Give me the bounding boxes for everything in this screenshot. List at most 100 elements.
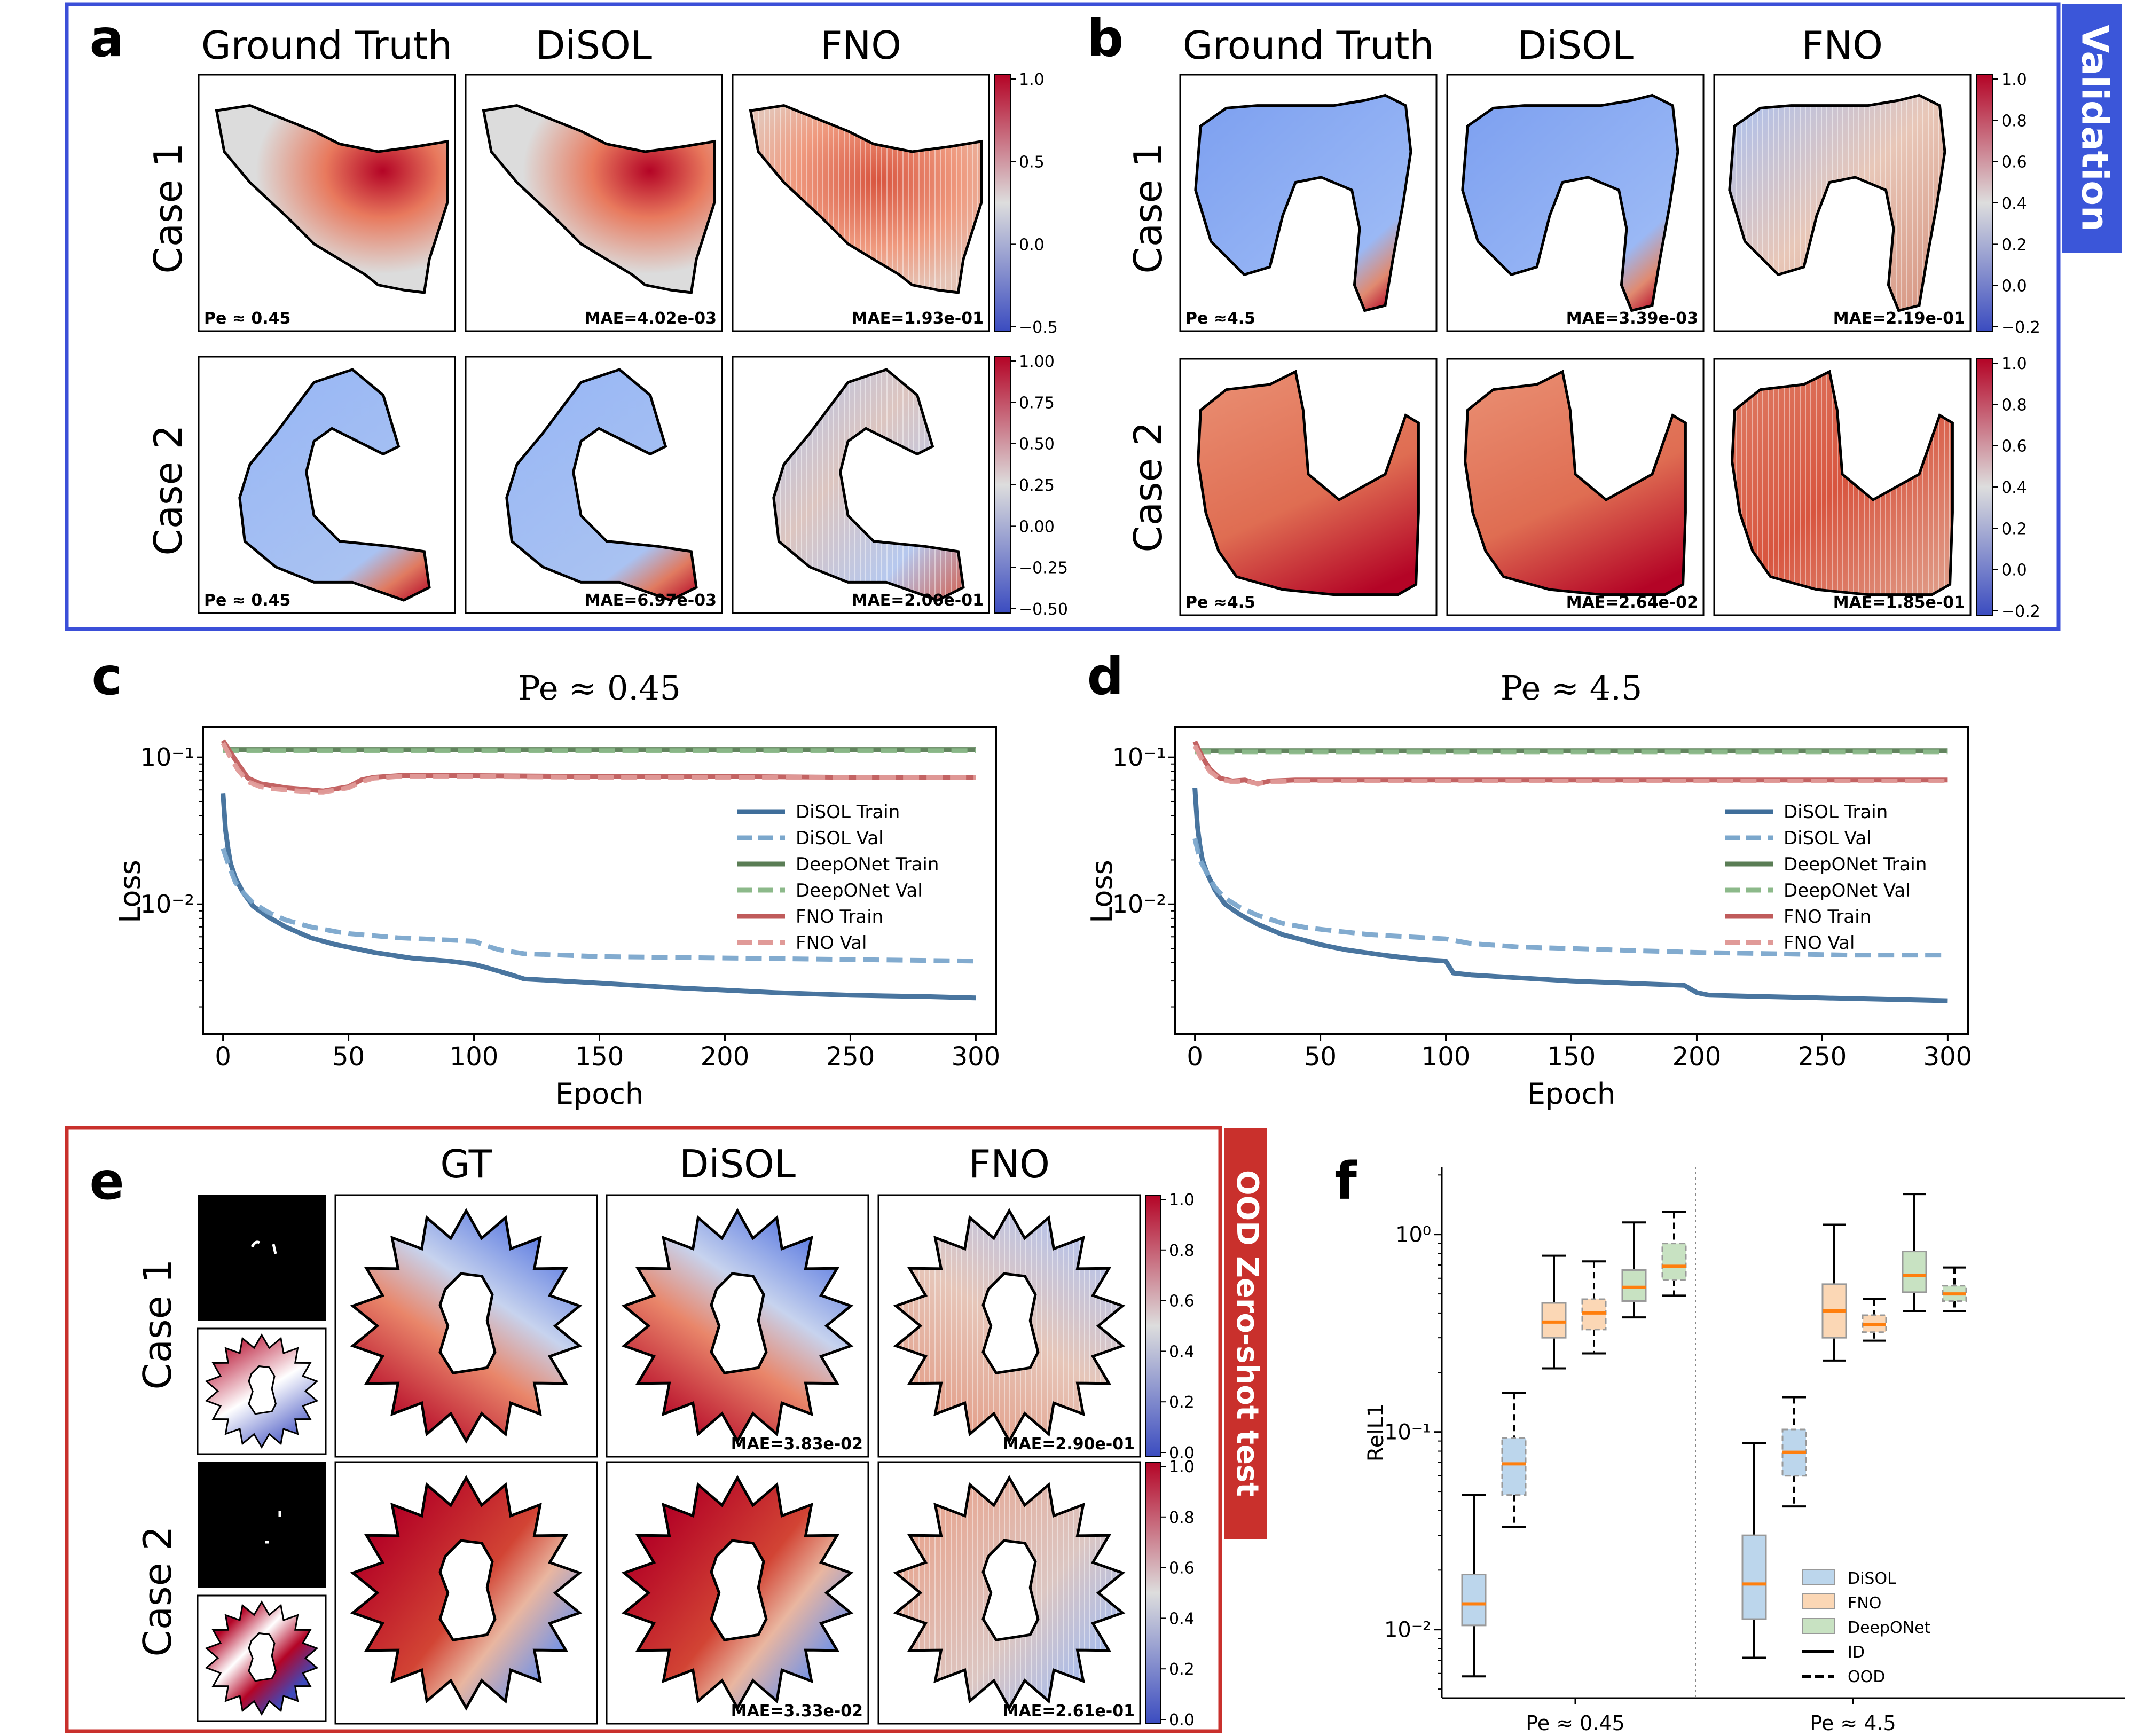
colorbar-tick-label: 0.0 bbox=[2001, 277, 2027, 296]
colorbar-tick-label: 0.00 bbox=[1019, 517, 1055, 536]
thumb-field bbox=[206, 1602, 317, 1714]
legend-swatch bbox=[1802, 1593, 1835, 1609]
x-tick-label: 300 bbox=[1923, 1042, 1973, 1072]
field bbox=[239, 370, 429, 600]
chart-title: Pe ≈ 0.45 bbox=[518, 669, 681, 708]
x-tick-label: 200 bbox=[701, 1042, 750, 1072]
field bbox=[352, 1211, 580, 1441]
e-case1-gt bbox=[334, 1194, 598, 1458]
row-label-e-case1: Case 1 bbox=[135, 1259, 180, 1390]
x-tick-label: 100 bbox=[1422, 1042, 1471, 1072]
outer-boundary bbox=[621, 1208, 854, 1444]
source-mask bbox=[198, 1195, 326, 1321]
legend-swatch bbox=[1802, 1569, 1835, 1585]
panel-letter-b: b bbox=[1087, 9, 1124, 68]
x-tick-label: 250 bbox=[826, 1042, 875, 1072]
validation-tag-text: Validation bbox=[2073, 25, 2115, 232]
b-case1-disol bbox=[1446, 74, 1705, 332]
b-colorbar-2: 1.0 0.8 0.6 0.4 0.2 0.0 −0.2 bbox=[1976, 355, 2040, 621]
box-deeponet-id bbox=[1621, 1269, 1647, 1302]
colorbar-tick-label: 0.50 bbox=[1019, 435, 1055, 454]
pe-label: Pe ≈4.5 bbox=[1185, 309, 1255, 328]
domain-boundary bbox=[238, 368, 431, 602]
e-colorbar-1: 1.0 0.8 0.6 0.4 0.2 0.0 bbox=[1145, 1191, 1195, 1463]
colorbar-tick-label: −0.5 bbox=[1019, 318, 1058, 337]
row-label-b-case2: Case 2 bbox=[1126, 422, 1171, 553]
panel-letter-f: f bbox=[1334, 1151, 1357, 1211]
inner-boundary bbox=[710, 1272, 768, 1374]
colorbar-tick-label: 0.0 bbox=[1169, 1711, 1195, 1730]
fno-artifact-stripes bbox=[750, 105, 981, 293]
y-tick-label: 10⁻² bbox=[140, 890, 194, 918]
ood-frame bbox=[65, 1126, 1222, 1733]
colorbar-tick-label: 0.0 bbox=[1169, 1444, 1195, 1463]
colorbar-tick-label: −0.50 bbox=[1019, 600, 1068, 619]
mae-label: MAE=4.02e-03 bbox=[585, 309, 717, 328]
colorbar-tick-label: 0.8 bbox=[1169, 1509, 1195, 1527]
x-axis-label: Epoch bbox=[555, 1077, 643, 1111]
col-title-e: DiSOL bbox=[679, 1142, 796, 1187]
mae-label: MAE=1.85e-01 bbox=[1833, 593, 1965, 612]
fno-artifact-stripes bbox=[896, 1478, 1123, 1708]
x-tick-label: Pe ≈ 4.5 bbox=[1810, 1711, 1896, 1735]
panel-letter-c: c bbox=[92, 647, 122, 706]
x-tick-label: 50 bbox=[332, 1042, 365, 1072]
inner-boundary bbox=[981, 1272, 1040, 1374]
box-disol-id bbox=[1461, 1574, 1487, 1627]
colorbar-tick-label: 0.6 bbox=[2001, 153, 2027, 172]
mask-marks bbox=[265, 1511, 281, 1544]
colorbar-tick-label: 0.8 bbox=[2001, 112, 2027, 130]
y-tick-label: 10⁻¹ bbox=[1384, 1420, 1431, 1445]
a-case1-gt bbox=[198, 74, 456, 332]
colorbar-tick-label: 1.0 bbox=[1169, 1458, 1195, 1476]
inner-boundary bbox=[438, 1539, 497, 1641]
colorbar-tick-label: 0.25 bbox=[1019, 476, 1055, 495]
row-label-a-case2: Case 2 bbox=[146, 425, 191, 556]
colorbar-tick-label: 0.5 bbox=[1019, 153, 1045, 172]
colorbar-tick-label: 0.6 bbox=[1169, 1292, 1195, 1311]
legend-label: DeepONet Val bbox=[1784, 880, 1911, 901]
colorbar-tick-label: −0.2 bbox=[2001, 318, 2040, 337]
thumb-boundary bbox=[205, 1600, 319, 1716]
x-tick-label: 150 bbox=[575, 1042, 624, 1072]
colorbar-tick-label: 0.8 bbox=[2001, 396, 2027, 414]
colorbar-tick-label: 1.0 bbox=[1169, 1191, 1195, 1209]
thumb-boundary bbox=[205, 1333, 319, 1449]
x-axis-label: Epoch bbox=[1527, 1077, 1615, 1111]
colorbar-tick-label: 1.0 bbox=[2001, 70, 2027, 89]
outer-boundary bbox=[621, 1475, 854, 1711]
colorbar-gradient bbox=[1145, 1462, 1161, 1724]
e-case2-disol bbox=[606, 1461, 869, 1725]
colorbar-gradient bbox=[994, 356, 1011, 614]
mae-label: MAE=2.64e-02 bbox=[1566, 593, 1698, 612]
e-case1-fno bbox=[877, 1194, 1141, 1458]
e-thumbnails-c1 bbox=[197, 1195, 327, 1455]
box-fno-id bbox=[1541, 1302, 1567, 1339]
outer-boundary bbox=[350, 1475, 583, 1711]
series-line-fno-val bbox=[221, 742, 976, 795]
loss-chart-d: Pe ≈ 4.5 0 50 100 150 200 250 300 10⁻¹ 10⁻² Epoch L… bbox=[1085, 669, 1972, 1111]
col-title-b: Ground Truth bbox=[1183, 23, 1434, 68]
x-tick-label: 0 bbox=[1187, 1042, 1203, 1072]
b-case1-gt bbox=[1179, 74, 1438, 332]
legend-label: OOD bbox=[1848, 1668, 1885, 1686]
y-tick-label: 10⁻² bbox=[1384, 1618, 1431, 1643]
legend-label: DiSOL Val bbox=[796, 828, 884, 849]
field bbox=[624, 1478, 851, 1708]
col-title-a: Ground Truth bbox=[201, 23, 452, 68]
colorbar-tick-label: 1.0 bbox=[1019, 70, 1045, 89]
domain-boundary bbox=[1194, 93, 1412, 312]
outer-boundary bbox=[893, 1475, 1126, 1711]
legend-label: DeepONet bbox=[1848, 1619, 1931, 1637]
colorbar-tick-label: 1.0 bbox=[2001, 355, 2027, 373]
colorbar-tick-label: 0.2 bbox=[1169, 1660, 1195, 1679]
ood-tag-text: OOD Zero-shot test bbox=[1230, 1170, 1265, 1497]
b-colorbar-1: 1.0 0.8 0.6 0.4 0.2 0.0 −0.2 bbox=[1976, 70, 2040, 337]
colorbar-gradient bbox=[1976, 74, 1993, 332]
a-case1-disol bbox=[465, 74, 723, 332]
colorbar-tick-label: 0.75 bbox=[1019, 394, 1055, 412]
b-case1-fno bbox=[1713, 74, 1972, 332]
validation-tag bbox=[2062, 4, 2122, 253]
row-label-e-case2: Case 2 bbox=[135, 1526, 180, 1657]
colorbar-tick-label: 0.0 bbox=[1019, 235, 1045, 254]
